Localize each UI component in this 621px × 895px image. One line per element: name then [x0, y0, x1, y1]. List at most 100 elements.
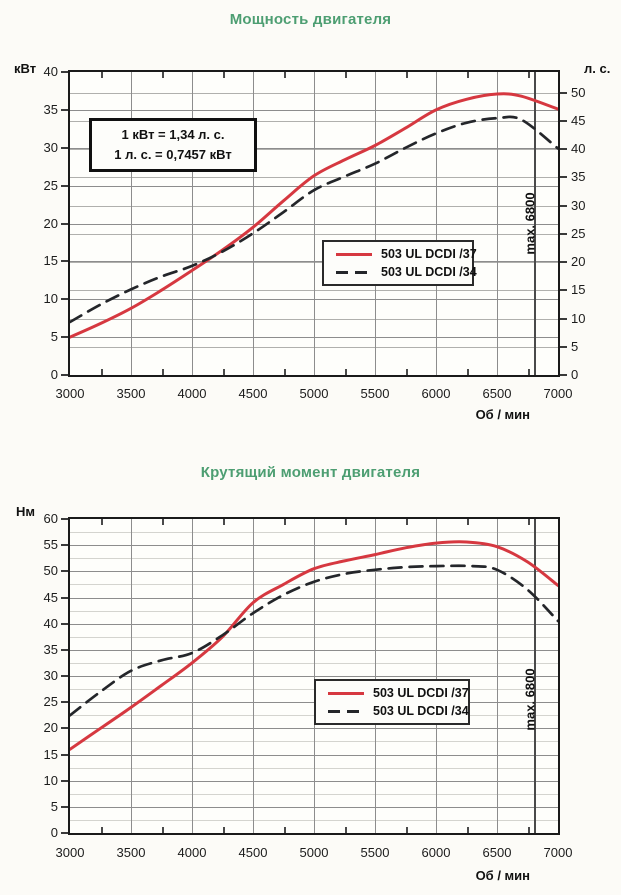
y-axis-tick-label: 35 — [43, 102, 58, 117]
minor-tick — [222, 72, 225, 78]
x-axis-tick-label: 5500 — [360, 845, 390, 860]
gridline-vertical — [375, 72, 376, 375]
x-axis-tick-label: 6500 — [482, 845, 512, 860]
axis-tick — [61, 780, 68, 782]
hp-axis-tick-label: 15 — [571, 282, 586, 297]
legend-label: 503 UL DCDI /37 — [373, 686, 469, 700]
minor-tick — [222, 519, 225, 525]
y-axis-tick-label: 15 — [43, 747, 58, 762]
x-axis-tick-label: 4500 — [238, 386, 268, 401]
gridline-vertical — [436, 72, 437, 375]
y-axis-tick-label: 30 — [43, 668, 58, 683]
minor-tick — [283, 369, 286, 375]
gridline-vertical — [192, 72, 193, 375]
x-axis-unit: Об / мин — [475, 407, 530, 422]
axis-tick — [61, 701, 68, 703]
max-rpm-line — [533, 72, 536, 375]
y-axis-tick-label: 60 — [43, 511, 58, 526]
minor-tick — [222, 369, 225, 375]
gridline-vertical — [253, 519, 254, 833]
axis-tick — [560, 148, 567, 150]
hp-axis-tick-label: 40 — [571, 141, 586, 156]
y-axis-tick-label: 20 — [43, 720, 58, 735]
y-axis-tick-label: 0 — [50, 367, 58, 382]
x-axis-tick-label: 3000 — [55, 386, 85, 401]
legend: 503 UL DCDI /37 503 UL DCDI /34 — [322, 240, 477, 286]
legend-dashed-line-sample — [328, 709, 364, 713]
hp-axis-tick-label: 0 — [571, 367, 579, 382]
axis-tick — [61, 374, 68, 376]
y-axis-tick-label: 5 — [50, 799, 58, 814]
y-axis-tick-label: 0 — [50, 825, 58, 840]
curve-503-UL-DCDI-34 — [70, 564, 558, 717]
conversion-line-1: 1 кВт = 1,34 л. с. — [121, 127, 225, 142]
y-axis-tick-label: 30 — [43, 140, 58, 155]
y-axis-tick-label: 10 — [43, 773, 58, 788]
minor-tick — [405, 519, 408, 525]
legend-label: 503 UL DCDI /37 — [381, 247, 477, 261]
x-axis-tick-label: 6000 — [421, 386, 451, 401]
axis-tick — [560, 92, 567, 94]
gridline-vertical — [253, 72, 254, 375]
power-curves — [70, 92, 558, 339]
axis-tick — [560, 374, 567, 376]
minor-tick — [344, 369, 347, 375]
torque-plot-area: 503 UL DCDI /37 503 UL DCDI /34 max. 680… — [68, 517, 560, 835]
gridline-vertical — [497, 519, 498, 833]
legend-row: 503 UL DCDI /37 — [316, 686, 469, 700]
legend-label: 503 UL DCDI /34 — [373, 704, 469, 718]
axis-tick — [61, 832, 68, 834]
hp-axis-tick-label: 10 — [571, 311, 586, 326]
legend-solid-line-sample — [336, 252, 372, 256]
axis-tick — [61, 109, 68, 111]
x-axis-tick-label: 4000 — [177, 386, 207, 401]
axis-tick — [61, 71, 68, 73]
axis-tick — [61, 597, 68, 599]
minor-tick — [405, 827, 408, 833]
minor-tick — [161, 72, 164, 78]
axis-tick — [61, 544, 68, 546]
legend-row: 503 UL DCDI /34 — [324, 265, 477, 279]
minor-tick — [283, 827, 286, 833]
axis-tick — [61, 754, 68, 756]
axis-tick — [61, 649, 68, 651]
x-axis-unit: Об / мин — [475, 868, 530, 883]
minor-tick — [283, 72, 286, 78]
power-plot-area: 1 кВт = 1,34 л. с. 1 л. с. = 0,7457 кВт … — [68, 70, 560, 377]
y-axis-tick-label: 20 — [43, 216, 58, 231]
legend-solid-line-sample — [328, 691, 364, 695]
minor-tick — [283, 519, 286, 525]
axis-tick — [61, 518, 68, 520]
y-axis-tick-label: 10 — [43, 291, 58, 306]
x-axis-tick-label: 4000 — [177, 845, 207, 860]
y-axis-tick-label: 50 — [43, 563, 58, 578]
hp-axis-tick-label: 30 — [571, 198, 586, 213]
hp-axis-tick-label: 25 — [571, 226, 586, 241]
curve-503-UL-DCDI-37 — [70, 92, 558, 339]
minor-tick — [466, 72, 469, 78]
axis-tick — [61, 570, 68, 572]
gridline-vertical — [375, 519, 376, 833]
y-axis-tick-label: 25 — [43, 178, 58, 193]
hp-axis-tick-label: 50 — [571, 85, 586, 100]
minor-tick — [100, 369, 103, 375]
x-axis-tick-label: 3500 — [116, 845, 146, 860]
x-axis-tick-label: 3500 — [116, 386, 146, 401]
minor-tick — [466, 827, 469, 833]
legend: 503 UL DCDI /37 503 UL DCDI /34 — [314, 679, 470, 725]
axis-tick — [560, 176, 567, 178]
y-axis-unit-hp: л. с. — [584, 61, 611, 76]
kw-hp-conversion-note: 1 кВт = 1,34 л. с. 1 л. с. = 0,7457 кВт — [89, 118, 257, 172]
axis-tick — [61, 298, 68, 300]
gridline-vertical — [131, 72, 132, 375]
y-axis-unit-nm: Нм — [16, 504, 36, 519]
minor-tick — [466, 519, 469, 525]
gridline-vertical — [314, 519, 315, 833]
axis-tick — [560, 261, 567, 263]
x-axis-tick-label: 5000 — [299, 386, 329, 401]
torque-chart-title: Крутящий момент двигателя — [200, 464, 421, 481]
y-axis-tick-label: 45 — [43, 590, 58, 605]
axis-tick — [560, 346, 567, 348]
minor-tick — [100, 519, 103, 525]
